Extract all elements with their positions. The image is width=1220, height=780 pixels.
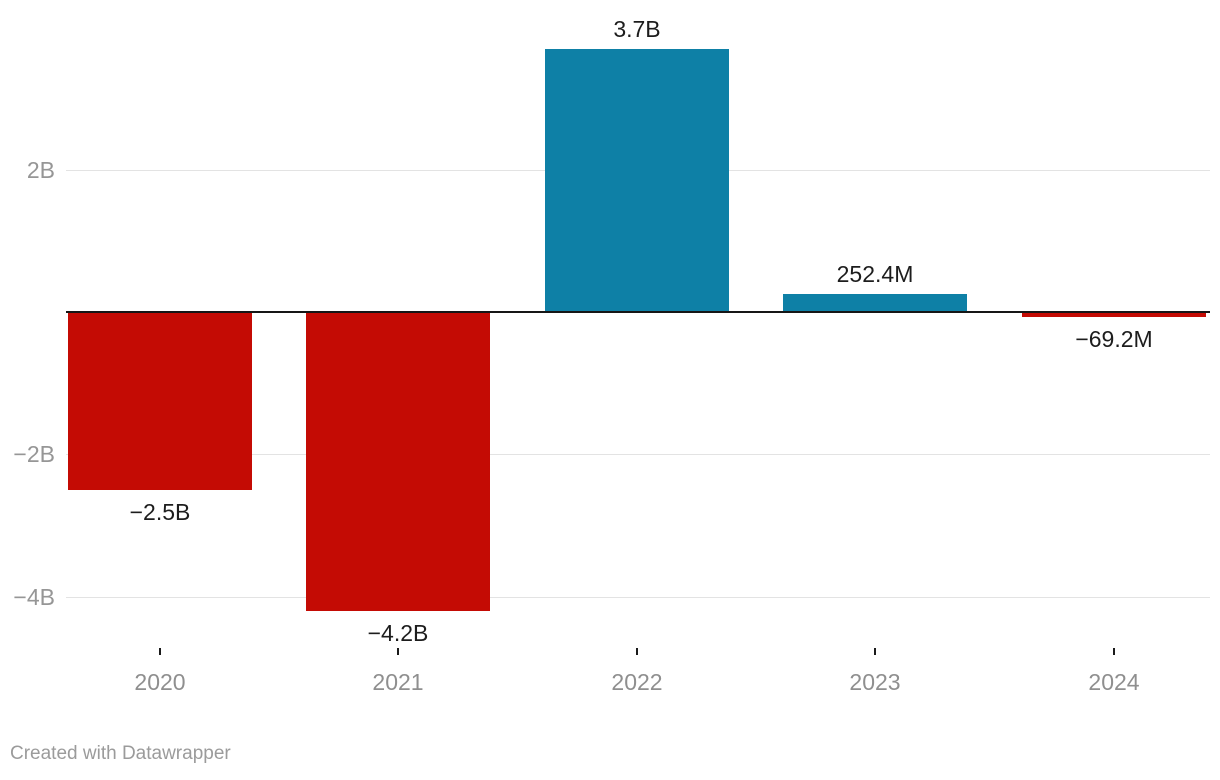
value-label-2023: 252.4M	[836, 261, 914, 287]
x-axis-label-2024: 2024	[1088, 669, 1140, 695]
value-label-2022: 3.7B	[613, 16, 661, 42]
bar-2024	[1022, 312, 1206, 317]
x-axis-tick-2024	[1113, 648, 1115, 655]
gridline-minus-2b	[66, 454, 1210, 455]
bar-2020	[68, 312, 252, 490]
y-axis-tick-label: 2B	[26, 157, 55, 183]
y-axis-tick-label: −2B	[13, 441, 55, 467]
value-label-2021: −4.2B	[367, 620, 429, 646]
value-label-2020: −2.5B	[129, 499, 191, 525]
zero-baseline	[66, 311, 1210, 313]
x-axis-tick-2023	[874, 648, 876, 655]
x-axis-tick-2021	[397, 648, 399, 655]
bar-2021	[306, 312, 490, 611]
x-axis-label-2022: 2022	[611, 669, 663, 695]
y-axis-tick-label: −4B	[13, 584, 55, 610]
x-axis-label-2023: 2023	[849, 669, 901, 695]
x-axis-label-2020: 2020	[134, 669, 186, 695]
x-axis-tick-2022	[636, 648, 638, 655]
value-label-2024: −69.2M	[1075, 326, 1153, 352]
gridline-minus-4b	[66, 597, 1210, 598]
bar-chart-plot: 2B −2B −4B −2.5B 2020 −4.2B 2021 3.7B 2022 252.4M…	[13, 16, 1210, 695]
x-axis-label-2021: 2021	[372, 669, 424, 695]
x-axis-tick-2020	[159, 648, 161, 655]
bar-2022	[545, 49, 729, 312]
bar-2023	[783, 294, 967, 312]
datawrapper-credit-link[interactable]: Created with Datawrapper	[10, 743, 231, 764]
